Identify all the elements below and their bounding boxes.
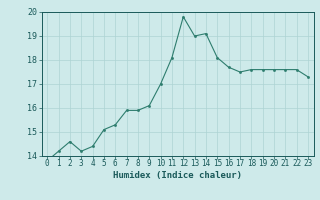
- X-axis label: Humidex (Indice chaleur): Humidex (Indice chaleur): [113, 171, 242, 180]
